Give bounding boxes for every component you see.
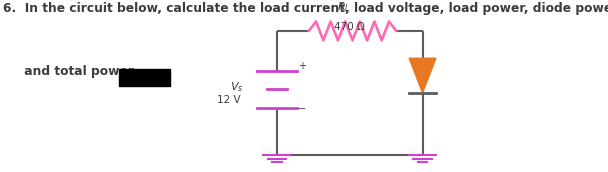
- Text: 6.  In the circuit below, calculate the load current, load voltage, load power, : 6. In the circuit below, calculate the l…: [3, 2, 608, 15]
- Text: −: −: [298, 104, 306, 114]
- Text: 470 Ω: 470 Ω: [334, 22, 365, 31]
- Text: +: +: [298, 61, 306, 71]
- Text: and total power.: and total power.: [3, 65, 137, 78]
- Polygon shape: [409, 58, 436, 93]
- Text: $R_L$: $R_L$: [337, 0, 350, 14]
- Text: $V_s$: $V_s$: [230, 80, 243, 94]
- Text: 12 V: 12 V: [216, 95, 240, 105]
- Bar: [119, 69, 170, 86]
